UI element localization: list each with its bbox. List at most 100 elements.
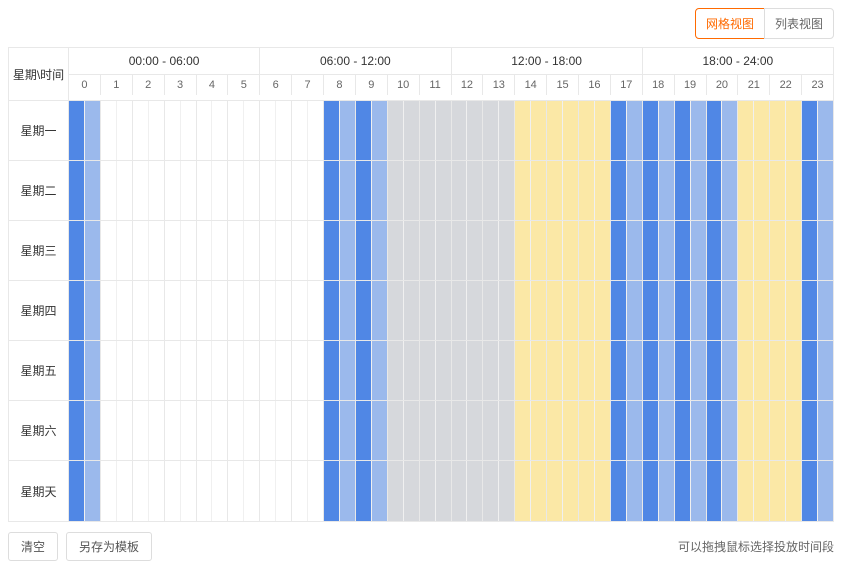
half-hour-cell[interactable] xyxy=(149,161,164,220)
half-hour-cell[interactable] xyxy=(483,461,499,521)
time-slot[interactable] xyxy=(197,461,229,521)
half-hour-cell[interactable] xyxy=(611,461,627,521)
time-slot[interactable] xyxy=(770,101,802,160)
half-hour-cell[interactable] xyxy=(340,101,355,160)
time-slot[interactable] xyxy=(260,401,292,460)
time-slot[interactable] xyxy=(228,281,260,340)
half-hour-cell[interactable] xyxy=(356,221,372,280)
time-slot[interactable] xyxy=(165,101,197,160)
half-hour-cell[interactable] xyxy=(276,341,291,400)
half-hour-cell[interactable] xyxy=(531,401,546,460)
half-hour-cell[interactable] xyxy=(212,221,227,280)
half-hour-cell[interactable] xyxy=(244,341,259,400)
half-hour-cell[interactable] xyxy=(356,281,372,340)
time-slot[interactable] xyxy=(611,221,643,280)
half-hour-cell[interactable] xyxy=(276,161,291,220)
half-hour-cell[interactable] xyxy=(165,221,181,280)
time-slot[interactable] xyxy=(228,101,260,160)
half-hour-cell[interactable] xyxy=(308,101,323,160)
half-hour-cell[interactable] xyxy=(69,341,85,400)
time-slot[interactable] xyxy=(547,461,579,521)
half-hour-cell[interactable] xyxy=(340,461,355,521)
time-slot[interactable] xyxy=(388,101,420,160)
half-hour-cell[interactable] xyxy=(515,401,531,460)
time-slot[interactable] xyxy=(452,161,484,220)
half-hour-cell[interactable] xyxy=(547,221,563,280)
time-slot[interactable] xyxy=(707,461,739,521)
time-slot[interactable] xyxy=(738,281,770,340)
time-slot[interactable] xyxy=(420,101,452,160)
half-hour-cell[interactable] xyxy=(149,221,164,280)
half-hour-cell[interactable] xyxy=(165,461,181,521)
half-hour-cell[interactable] xyxy=(149,341,164,400)
half-hour-cell[interactable] xyxy=(340,221,355,280)
half-hour-cell[interactable] xyxy=(595,221,610,280)
time-slot[interactable] xyxy=(388,461,420,521)
half-hour-cell[interactable] xyxy=(260,401,276,460)
half-hour-cell[interactable] xyxy=(802,401,818,460)
half-hour-cell[interactable] xyxy=(499,341,514,400)
time-slot[interactable] xyxy=(292,101,324,160)
half-hour-cell[interactable] xyxy=(260,281,276,340)
time-slot[interactable] xyxy=(228,161,260,220)
half-hour-cell[interactable] xyxy=(228,161,244,220)
time-slot[interactable] xyxy=(643,401,675,460)
half-hour-cell[interactable] xyxy=(627,341,642,400)
half-hour-cell[interactable] xyxy=(292,161,308,220)
half-hour-cell[interactable] xyxy=(308,461,323,521)
time-slot[interactable] xyxy=(101,281,133,340)
half-hour-cell[interactable] xyxy=(563,281,578,340)
time-slot[interactable] xyxy=(611,101,643,160)
half-hour-cell[interactable] xyxy=(643,401,659,460)
half-hour-cell[interactable] xyxy=(356,101,372,160)
half-hour-cell[interactable] xyxy=(244,161,259,220)
time-slot[interactable] xyxy=(483,281,515,340)
time-slot[interactable] xyxy=(802,401,833,460)
half-hour-cell[interactable] xyxy=(611,281,627,340)
half-hour-cell[interactable] xyxy=(420,461,436,521)
time-slot[interactable] xyxy=(611,461,643,521)
time-slot[interactable] xyxy=(675,341,707,400)
half-hour-cell[interactable] xyxy=(627,221,642,280)
half-hour-cell[interactable] xyxy=(420,101,436,160)
time-slot[interactable] xyxy=(69,101,101,160)
half-hour-cell[interactable] xyxy=(340,401,355,460)
half-hour-cell[interactable] xyxy=(579,461,595,521)
half-hour-cell[interactable] xyxy=(181,101,196,160)
slots-container[interactable] xyxy=(69,341,833,400)
half-hour-cell[interactable] xyxy=(388,401,404,460)
time-slot[interactable] xyxy=(324,101,356,160)
half-hour-cell[interactable] xyxy=(786,341,801,400)
half-hour-cell[interactable] xyxy=(722,401,737,460)
half-hour-cell[interactable] xyxy=(691,101,706,160)
time-slot[interactable] xyxy=(483,101,515,160)
time-slot[interactable] xyxy=(547,401,579,460)
half-hour-cell[interactable] xyxy=(754,341,769,400)
half-hour-cell[interactable] xyxy=(388,101,404,160)
half-hour-cell[interactable] xyxy=(675,221,691,280)
half-hour-cell[interactable] xyxy=(659,161,674,220)
half-hour-cell[interactable] xyxy=(165,161,181,220)
half-hour-cell[interactable] xyxy=(372,221,387,280)
half-hour-cell[interactable] xyxy=(197,101,213,160)
half-hour-cell[interactable] xyxy=(228,221,244,280)
half-hour-cell[interactable] xyxy=(452,341,468,400)
time-slot[interactable] xyxy=(101,161,133,220)
half-hour-cell[interactable] xyxy=(531,101,546,160)
half-hour-cell[interactable] xyxy=(467,461,482,521)
half-hour-cell[interactable] xyxy=(707,161,723,220)
time-slot[interactable] xyxy=(483,221,515,280)
time-slot[interactable] xyxy=(483,161,515,220)
half-hour-cell[interactable] xyxy=(181,281,196,340)
half-hour-cell[interactable] xyxy=(436,161,451,220)
half-hour-cell[interactable] xyxy=(292,281,308,340)
clear-button[interactable]: 清空 xyxy=(8,532,58,561)
half-hour-cell[interactable] xyxy=(133,401,149,460)
time-slot[interactable] xyxy=(707,101,739,160)
half-hour-cell[interactable] xyxy=(738,221,754,280)
half-hour-cell[interactable] xyxy=(563,341,578,400)
half-hour-cell[interactable] xyxy=(707,461,723,521)
time-slot[interactable] xyxy=(197,161,229,220)
time-slot[interactable] xyxy=(133,161,165,220)
half-hour-cell[interactable] xyxy=(85,281,100,340)
